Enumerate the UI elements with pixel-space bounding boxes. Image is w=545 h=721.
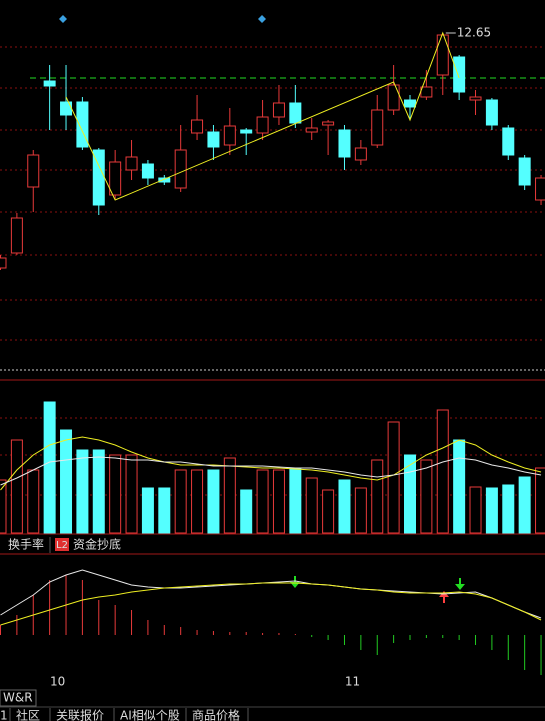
volume-bar — [371, 459, 384, 534]
toolbar-tab[interactable]: 资金抄底 — [73, 537, 121, 552]
volume-bar — [0, 479, 7, 534]
volume-bar — [436, 409, 449, 534]
volume-bar — [289, 467, 302, 534]
volume-bar — [207, 469, 220, 534]
candle-body — [272, 102, 285, 118]
candle-body — [223, 125, 236, 146]
candle-body — [338, 129, 351, 158]
volume-bar — [404, 454, 416, 534]
indicator-line — [0, 582, 542, 626]
footer-tabs: 1 社区 关联报价 AI相似个股 商品价格 — [0, 708, 249, 721]
volume-bar — [10, 439, 23, 534]
volume-bar — [240, 489, 253, 534]
volume-bar — [469, 486, 482, 534]
volume-bar — [502, 484, 515, 534]
candle-body — [141, 163, 154, 179]
indicator-line — [0, 569, 542, 619]
volume-bar — [125, 454, 138, 534]
candle-body — [535, 177, 545, 201]
volume-bar — [60, 429, 73, 534]
candle-body — [453, 56, 466, 93]
candle-body — [125, 156, 138, 171]
candle-body — [240, 129, 253, 134]
toolbar: 换手率 L2 资金抄底 — [8, 537, 121, 553]
footer-tab[interactable]: 社区 — [16, 708, 40, 721]
candle-body — [322, 121, 335, 126]
volume-bar — [387, 421, 400, 534]
price-grid — [0, 46, 545, 496]
zigzag-line — [65, 31, 460, 201]
volume-bar — [223, 457, 236, 534]
volume-bar — [191, 469, 204, 534]
footer-tab[interactable]: 1 — [0, 709, 8, 721]
x-tick-label: 11 — [345, 675, 360, 689]
candle-body — [0, 257, 7, 269]
volume-bar — [338, 479, 351, 534]
candle-body — [387, 84, 400, 111]
candle-body — [436, 34, 449, 76]
volume-bar — [305, 477, 318, 534]
footer-tab[interactable]: AI相似个股 — [120, 709, 180, 721]
candle-body — [404, 99, 416, 108]
divider — [9, 708, 249, 721]
volume-bar — [420, 459, 433, 534]
volume-bar — [453, 439, 466, 534]
candle-body — [158, 177, 171, 183]
indicator-box — [0, 689, 37, 707]
volume-bar — [76, 449, 89, 534]
volume-bar — [174, 469, 187, 534]
footer-tab[interactable]: 关联报价 — [56, 708, 104, 721]
volume-bar — [109, 454, 122, 534]
indicator-title: W&R — [3, 691, 33, 705]
candle-body — [420, 86, 433, 98]
candle-body — [485, 99, 498, 126]
volume-bar — [354, 487, 367, 534]
volume-bar — [322, 489, 335, 534]
volume-bar — [27, 469, 40, 534]
candle-body — [305, 127, 318, 133]
volume-bar — [141, 487, 154, 534]
candle-body — [174, 149, 187, 189]
badge — [55, 538, 69, 551]
volume-bar — [272, 469, 285, 534]
candle-body — [207, 131, 220, 148]
volume-bar — [43, 401, 56, 534]
candle-body — [27, 154, 40, 188]
volume-bar — [92, 449, 105, 534]
signal-arrow — [290, 576, 465, 590]
candle-body — [518, 157, 531, 186]
toolbar-tab[interactable]: 换手率 — [8, 537, 44, 552]
candle-body — [109, 161, 122, 196]
candle-body — [354, 147, 367, 161]
candle-body — [289, 102, 302, 124]
candle-body — [469, 96, 482, 101]
indicator-line — [0, 456, 542, 486]
volume-bar — [518, 476, 531, 534]
candle-body — [371, 109, 384, 146]
candle-body — [76, 101, 89, 148]
candle-body — [10, 217, 23, 254]
indicator-line — [0, 436, 542, 491]
volume-bar — [485, 487, 498, 534]
x-tick-label: 10 — [50, 675, 65, 689]
candle-body — [256, 116, 269, 134]
volume-bar — [256, 469, 269, 534]
volume-bar — [535, 467, 545, 534]
candle-body — [43, 80, 56, 87]
volume-bar — [158, 487, 171, 534]
candle-body — [502, 127, 515, 156]
footer-tab[interactable]: 商品价格 — [192, 708, 240, 721]
marker-icon — [59, 15, 266, 23]
peak-label: 12.65 — [457, 26, 491, 40]
badge-label: L2 — [56, 540, 68, 551]
candle-body — [191, 119, 204, 134]
